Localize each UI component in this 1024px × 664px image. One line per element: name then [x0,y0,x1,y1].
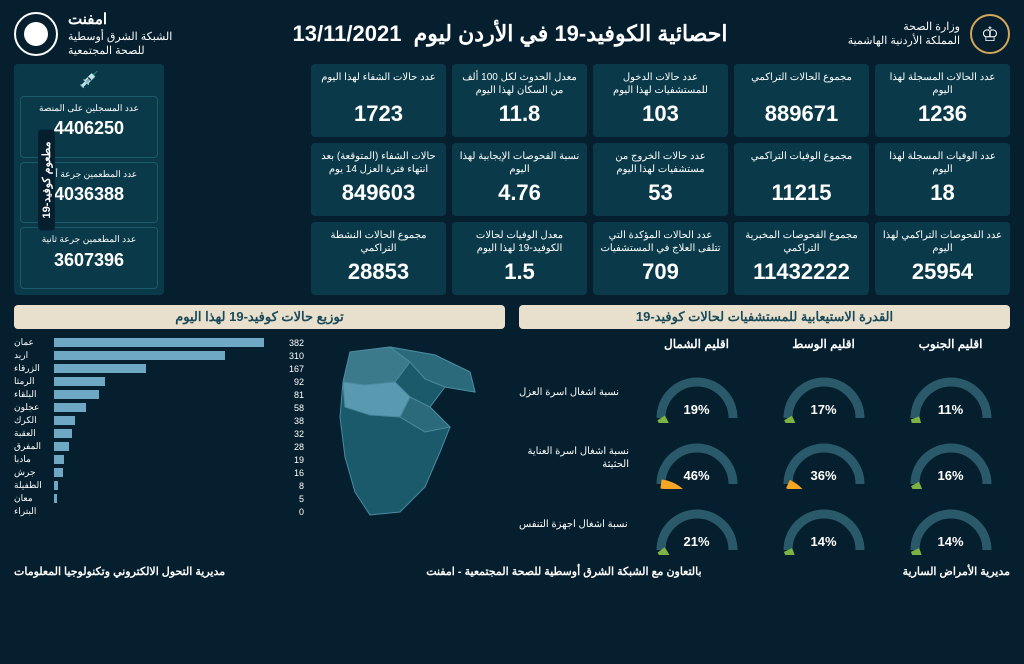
stat-card: عدد الحالات المؤكدة التي تتلقى العلاج في… [593,222,728,295]
metric-label: نسبة اشغال اجهزة التنفس [519,493,629,555]
stat-card: مجموع الحالات النشطة التراكمي28853 [311,222,446,295]
vax-card: عدد المطعمين جرعة ثانية3607396 [20,227,158,289]
ministry-label: وزارة الصحة المملكة الأردنية الهاشمية [848,20,960,49]
stat-grid: 💉عدد المسجلين على المنصة4406250عدد المطع… [0,64,1024,295]
footer: مديرية الأمراض السارية بالتعاون مع الشبك… [0,559,1024,578]
stat-card: عدد حالات الشفاء لهذا اليوم1723 [311,64,446,137]
bar-row: 382عمان [14,337,307,348]
bar-row: 16جرش [14,467,307,478]
vax-side-label: مطعوم كوفيد-19 [38,129,55,230]
capacity-title: القدرة الاستيعابية للمستشفيات لحالات كوف… [519,305,1010,329]
jordan-emblem-icon: ♔ [970,14,1010,54]
stat-card: معدل الوفيات لحالات الكوفيد-19 لهذا اليو… [452,222,587,295]
stat-card: معدل الحدوث لكل 100 ألف من السكان لهذا ا… [452,64,587,137]
emphnet-logo-icon [14,12,58,56]
stat-card: مجموع الحالات التراكمي889671 [734,64,869,137]
dist-title: توزيع حالات كوفيد-19 لهذا اليوم [14,305,505,329]
bar-row: 92الرمثا [14,376,307,387]
bar-row: 310اربد [14,350,307,361]
stat-card: مجموع الفحوصات المخبرية التراكمي11432222 [734,222,869,295]
syringe-icon: 💉 [20,70,158,90]
region-header: اقليم الوسط [764,337,883,357]
bar-row: 81البلقاء [14,389,307,400]
bar-chart: 382عمان 310اربد 167الزرقاء 92الرمثا 81البلقا… [14,337,307,527]
gauge: 19% [637,361,756,423]
bar-row: 5معان [14,493,307,504]
gauge: 14% [764,493,883,555]
gauge: 36% [764,427,883,489]
bar-row: 0البتراء [14,506,307,517]
vaccination-column: 💉عدد المسجلين على المنصة4406250عدد المطع… [14,64,164,295]
header-right: ♔ وزارة الصحة المملكة الأردنية الهاشمية [848,14,1010,54]
header: ♔ وزارة الصحة المملكة الأردنية الهاشمية … [0,0,1024,64]
gauge: 16% [891,427,1010,489]
bar-row: 167الزرقاء [14,363,307,374]
metric-label: نسبة اشغال اسرة العزل [519,361,629,423]
region-header: اقليم الجنوب [891,337,1010,357]
bar-row: 32العقبة [14,428,307,439]
bottom-panels: القدرة الاستيعابية للمستشفيات لحالات كوف… [0,295,1024,559]
bar-row: 38الكرك [14,415,307,426]
bar-row: 8الطفيلة [14,480,307,491]
footer-left: مديرية التحول الالكتروني وتكنولوجيا المع… [14,565,225,578]
bar-row: 19مادبا [14,454,307,465]
emphnet-label: امفنت الشبكة الشرق أوسطية للصحة المجتمعي… [68,10,172,58]
capacity-panel: القدرة الاستيعابية للمستشفيات لحالات كوف… [519,305,1010,555]
gauge: 46% [637,427,756,489]
gauge: 17% [764,361,883,423]
metric-label: نسبة اشغال اسرة العناية الحثيثة [519,427,629,489]
header-left: امفنت الشبكة الشرق أوسطية للصحة المجتمعي… [14,10,172,58]
gauge: 11% [891,361,1010,423]
stat-card: عدد حالات الدخول للمستشفيات لهذا اليوم10… [593,64,728,137]
region-header: اقليم الشمال [637,337,756,357]
jordan-map [315,337,505,527]
footer-mid: بالتعاون مع الشبكة الشرق أوسطية للصحة ال… [426,565,701,578]
gauge: 14% [891,493,1010,555]
stat-card: حالات الشفاء (المتوقعة) بعد انتهاء فترة … [311,143,446,216]
stat-card: عدد حالات الخروج من مستشفيات لهذا اليوم5… [593,143,728,216]
bar-row: 28المفرق [14,441,307,452]
gauge: 21% [637,493,756,555]
stat-card: عدد الوفيات المسجلة لهذا اليوم18 [875,143,1010,216]
stat-card: عدد الحالات المسجلة لهذا اليوم1236 [875,64,1010,137]
gauge-grid: اقليم الجنوب اقليم الوسط اقليم الشمال 11%17… [519,337,1010,555]
stat-card: نسبة الفحوصات الإيجابية لهذا اليوم4.76 [452,143,587,216]
stat-card: مجموع الوفيات التراكمي11215 [734,143,869,216]
page-title: احصائية الكوفيد-19 في الأردن ليوم 13/11/… [293,21,728,47]
stat-card: عدد الفحوصات التراكمي لهذا اليوم25954 [875,222,1010,295]
distribution-panel: توزيع حالات كوفيد-19 لهذا اليوم 382عمان3… [14,305,505,555]
footer-right: مديرية الأمراض السارية [903,565,1010,578]
bar-row: 58عجلون [14,402,307,413]
